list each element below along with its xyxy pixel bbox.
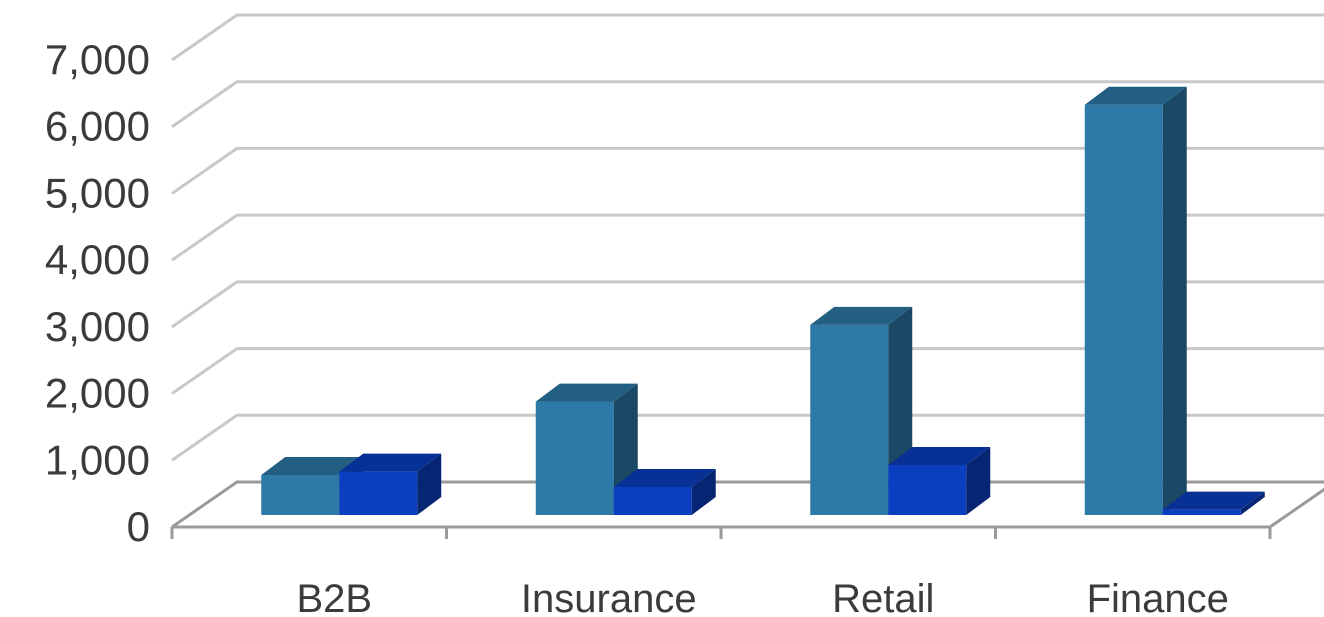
bar	[1084, 86, 1187, 515]
bar-side-face	[966, 446, 991, 515]
gridline	[171, 413, 1324, 462]
y-tick-label: 7,000	[45, 36, 150, 83]
bar-top-face	[810, 306, 913, 325]
gridline	[171, 280, 1324, 329]
gridline	[171, 213, 1324, 262]
y-tick-label: 4,000	[45, 236, 150, 283]
bar	[339, 453, 442, 515]
x-category-label: Finance	[1087, 577, 1229, 617]
bar	[1162, 491, 1265, 515]
bar-front-face	[1162, 509, 1241, 515]
bar-top-face	[261, 456, 364, 475]
bar	[535, 383, 638, 515]
bar-top-face	[613, 468, 716, 487]
bar-top-face	[1162, 491, 1265, 510]
bar-top-face	[1084, 86, 1187, 105]
y-tick-label: 5,000	[45, 169, 150, 216]
gridline	[171, 80, 1324, 128]
x-category-label: Insurance	[521, 577, 697, 617]
y-tick-label: 2,000	[45, 370, 150, 417]
y-tick-label: 3,000	[45, 303, 150, 350]
bar-side-face	[691, 468, 716, 515]
bar-front-face	[1084, 104, 1163, 515]
bar-side-face	[1240, 491, 1265, 515]
gridline	[171, 146, 1324, 195]
gridline	[171, 13, 1324, 62]
y-tick-label: 6,000	[45, 103, 150, 150]
gridline	[171, 347, 1324, 395]
bar-front-face	[613, 486, 692, 515]
bar-front-face	[810, 324, 889, 515]
bar-front-face	[535, 401, 614, 515]
x-category-label: B2B	[296, 577, 372, 617]
bar-side-face	[1162, 86, 1187, 515]
grid	[171, 13, 1324, 529]
bar	[888, 446, 991, 515]
labels: 0 1,000 2,000 3,000 4,000 5,000 6,000 7,000 B2B I…	[45, 36, 1229, 617]
x-category-label: Retail	[832, 577, 934, 617]
bar-side-face	[417, 453, 442, 515]
bar-top-face	[888, 446, 991, 465]
bar	[613, 468, 716, 515]
y-tick-label: 0	[127, 503, 150, 550]
bar-front-face	[888, 464, 967, 515]
y-tick-label: 1,000	[45, 436, 150, 483]
bar-front-face	[261, 474, 340, 515]
bars	[261, 86, 1265, 515]
bar-top-face	[535, 383, 638, 402]
bar-top-face	[339, 453, 442, 472]
bar-front-face	[339, 471, 418, 515]
axes	[170, 487, 1324, 539]
